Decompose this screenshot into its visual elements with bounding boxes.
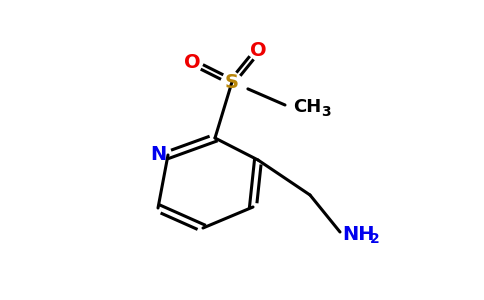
Text: 3: 3: [321, 105, 331, 119]
Text: NH: NH: [342, 224, 375, 244]
Text: N: N: [150, 146, 166, 164]
Text: S: S: [225, 73, 239, 92]
Text: 2: 2: [370, 232, 380, 246]
Text: O: O: [250, 40, 266, 59]
Text: O: O: [184, 52, 200, 71]
Text: CH: CH: [293, 98, 321, 116]
